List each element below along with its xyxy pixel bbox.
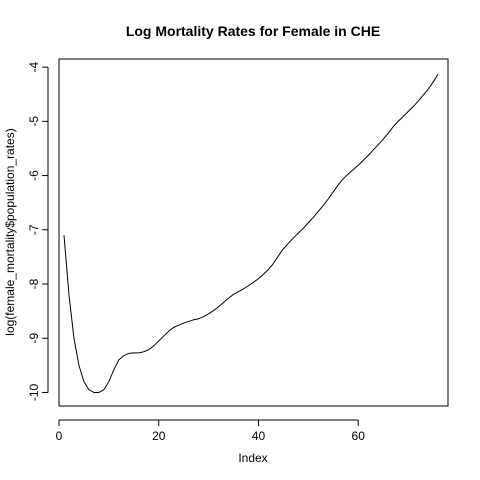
y-axis: -10 -9 -8 -7 -6 -5 -4 bbox=[27, 61, 49, 401]
y-tick-label: -7 bbox=[27, 224, 41, 235]
y-tick-label: -4 bbox=[27, 61, 41, 72]
chart-title: Log Mortality Rates for Female in CHE bbox=[126, 23, 380, 39]
x-tick-label: 20 bbox=[152, 429, 166, 443]
x-axis: 0 20 40 60 bbox=[56, 419, 366, 443]
y-tick-label: -5 bbox=[27, 116, 41, 127]
y-axis-label: log(female_mortality$population_rates) bbox=[3, 128, 17, 335]
y-tick-label: -8 bbox=[27, 278, 41, 289]
y-tick-label: -9 bbox=[27, 333, 41, 344]
series-layer bbox=[63, 73, 439, 393]
series-line bbox=[63, 73, 439, 393]
x-tick-label: 0 bbox=[56, 429, 63, 443]
x-tick-label: 40 bbox=[252, 429, 266, 443]
x-axis-label: Index bbox=[238, 451, 267, 465]
y-tick-label: -6 bbox=[27, 170, 41, 181]
plot-frame bbox=[58, 58, 449, 407]
y-tick-label: -10 bbox=[27, 383, 41, 401]
x-tick-label: 60 bbox=[352, 429, 366, 443]
